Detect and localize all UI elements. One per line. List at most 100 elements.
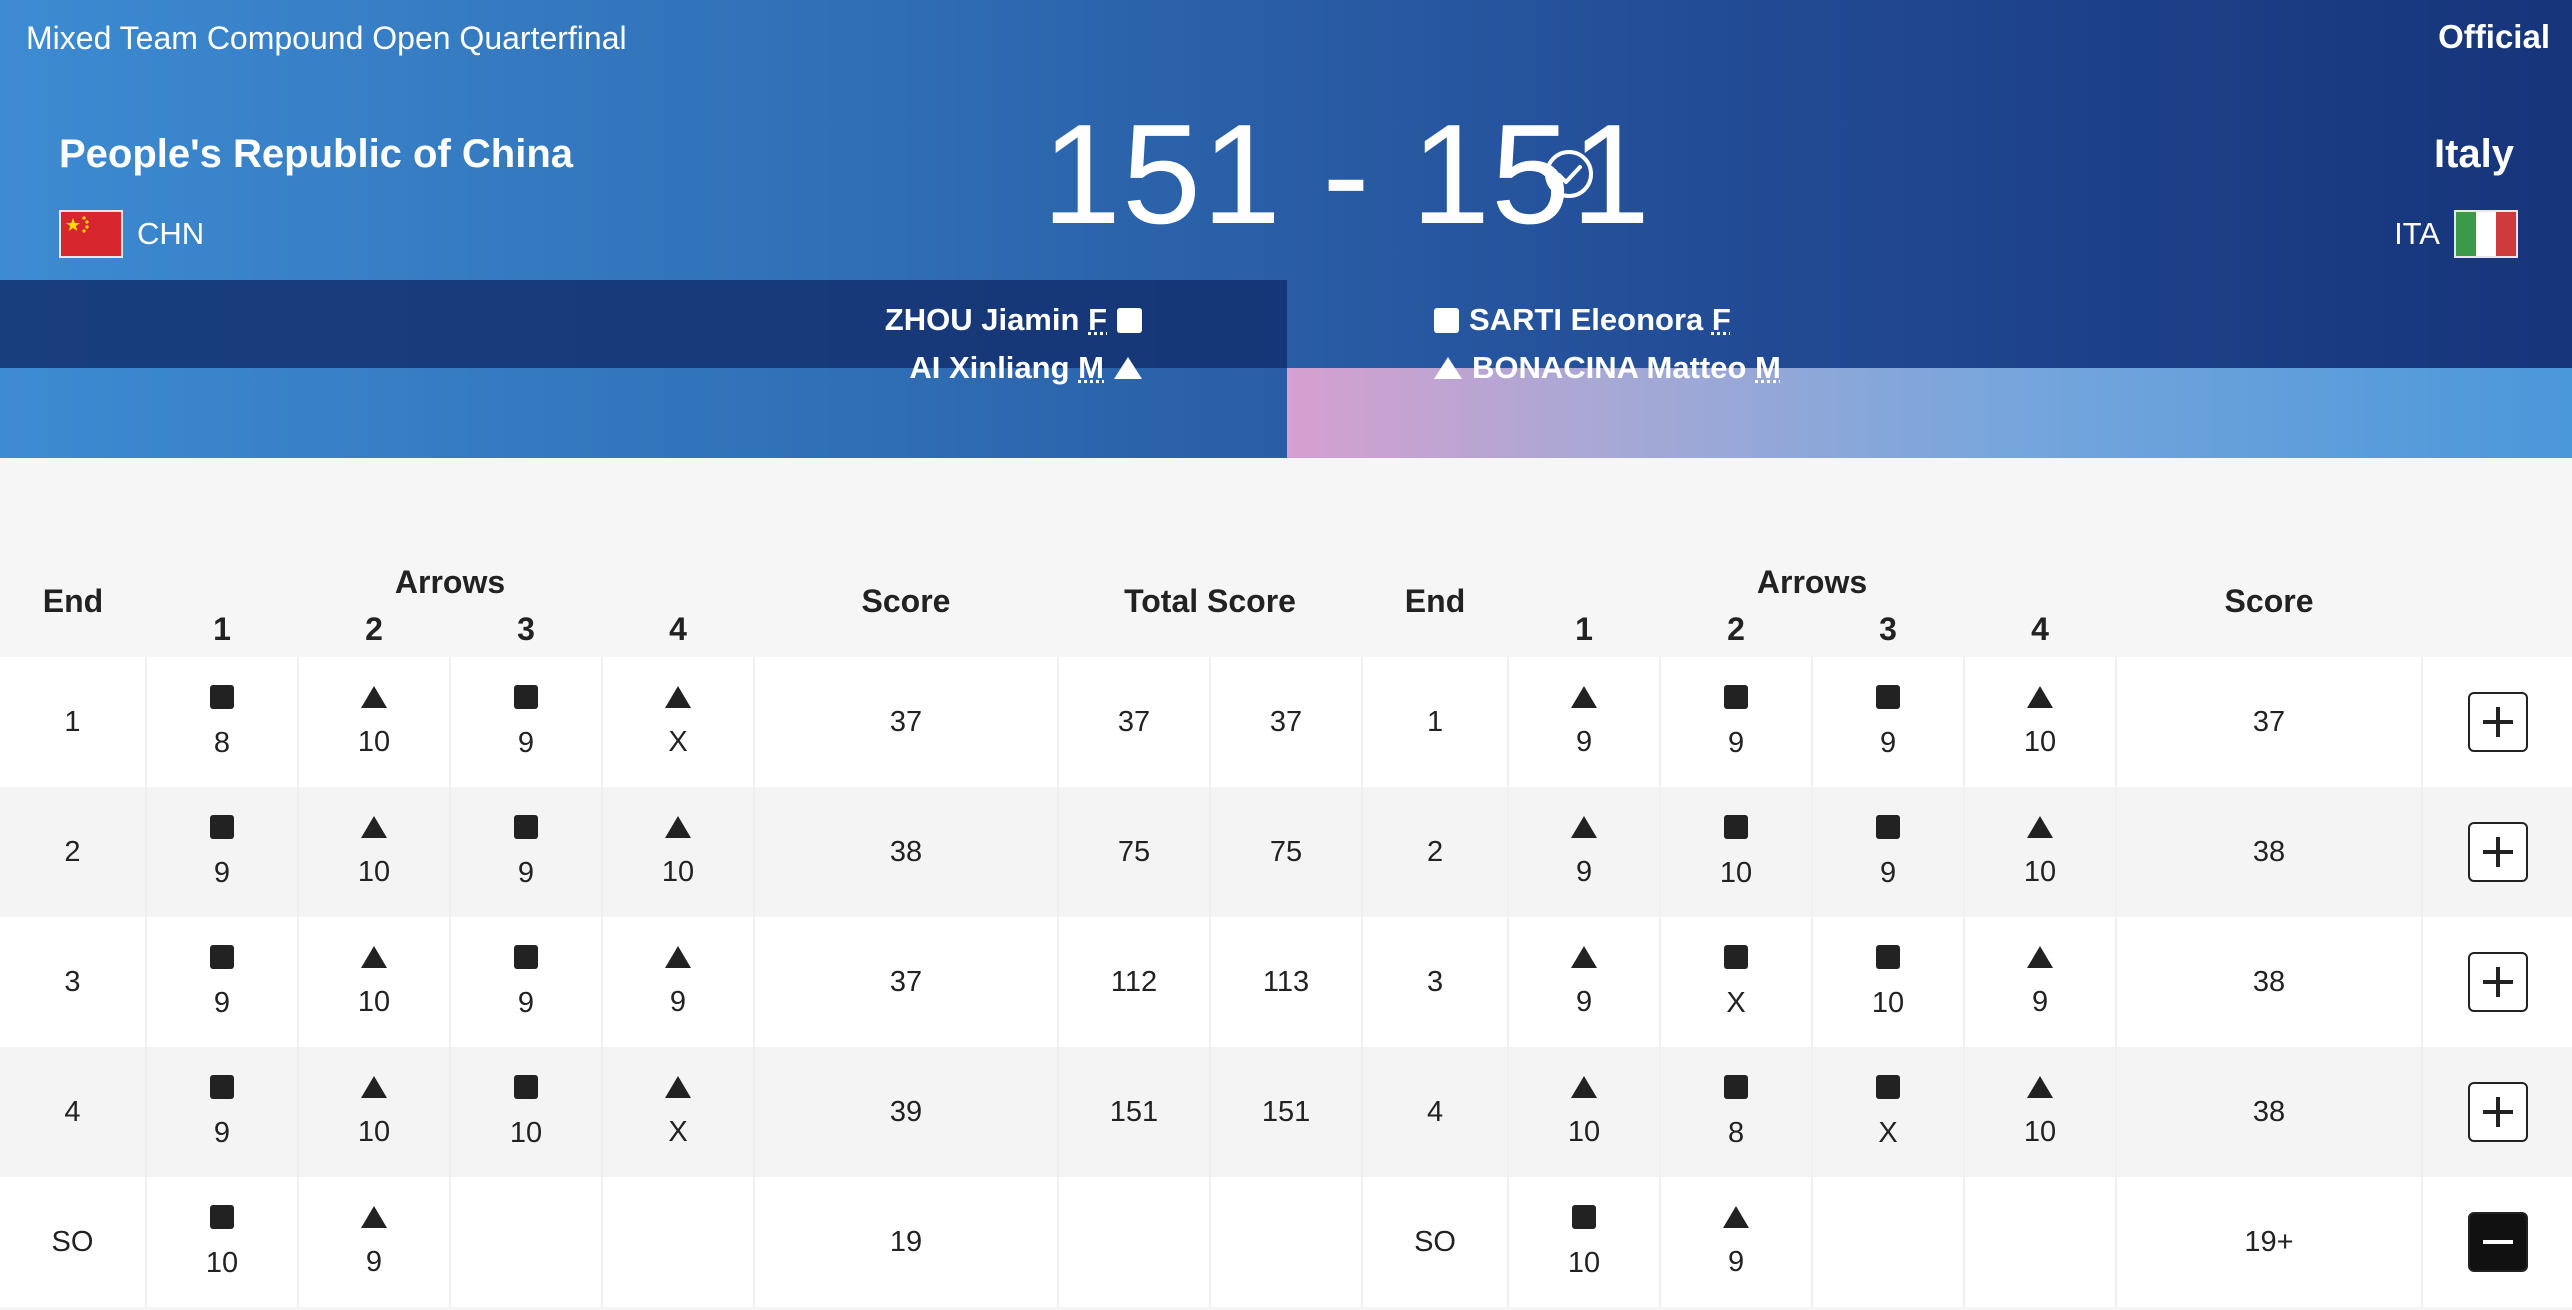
arrow-shot: 10 bbox=[1965, 685, 2115, 759]
expand-button[interactable] bbox=[2468, 692, 2529, 752]
arrow-value: 9 bbox=[1727, 1245, 1745, 1278]
end-cell-right-value: SO bbox=[1414, 1225, 1456, 1258]
score-cell-right-value: 38 bbox=[2252, 965, 2286, 998]
arrow-cell: 9 bbox=[1660, 657, 1814, 787]
event-title: Mixed Team Compound Open Quarterfinal bbox=[26, 20, 627, 56]
arrow-cell bbox=[602, 1177, 755, 1307]
arrow-shot: 9 bbox=[1661, 1205, 1811, 1279]
left-player-1-gender: F bbox=[1088, 302, 1107, 337]
square-marker-icon bbox=[1876, 944, 1901, 969]
end-header-left: End bbox=[42, 582, 104, 619]
expand-button[interactable] bbox=[2468, 822, 2529, 882]
square-marker-icon bbox=[210, 684, 234, 709]
table-row: 3 9 10 9 9 37 112 113 3 9 X 10 9 38 bbox=[0, 917, 2572, 1047]
arrow-value: 10 bbox=[1871, 986, 1905, 1019]
square-marker-icon bbox=[1876, 1074, 1901, 1099]
triangle-marker-icon bbox=[665, 1075, 691, 1098]
square-marker-icon bbox=[514, 814, 538, 839]
square-marker-icon bbox=[1724, 944, 1749, 969]
arrow-value: X bbox=[668, 725, 688, 758]
left-team-band bbox=[0, 280, 1287, 368]
arrow-number-header: 2 bbox=[365, 610, 383, 647]
total-cell-left: 112 bbox=[1058, 917, 1211, 1047]
arrow-value: 10 bbox=[1719, 856, 1753, 889]
total-cell-left: 75 bbox=[1058, 787, 1211, 917]
end-cell-right: 4 bbox=[1362, 1047, 1510, 1177]
check-circle-icon bbox=[1545, 150, 1593, 198]
italy-flag-icon bbox=[2454, 210, 2518, 258]
arrow-cell: 10 bbox=[146, 1177, 299, 1307]
arrow-shot: 9 bbox=[147, 944, 297, 1020]
right-team-band bbox=[1287, 368, 2572, 458]
arrow-shot: 10 bbox=[299, 1075, 449, 1149]
table-row: 1 8 10 9 X 37 37 37 1 9 9 9 10 37 bbox=[0, 657, 2572, 787]
right-player-1-gender: F bbox=[1711, 302, 1731, 337]
left-player-1: ZHOU Jiamin F bbox=[885, 302, 1142, 338]
square-marker-icon bbox=[514, 944, 538, 969]
triangle-marker-icon bbox=[361, 1075, 387, 1098]
arrow-shot: 9 bbox=[147, 814, 297, 890]
left-player-2-gender: M bbox=[1078, 350, 1104, 385]
arrow-cell: 10 bbox=[602, 787, 755, 917]
arrow-value: 10 bbox=[1567, 1246, 1601, 1279]
match-header: Mixed Team Compound Open Quarterfinal Of… bbox=[0, 0, 2572, 458]
square-marker-icon bbox=[210, 1204, 234, 1229]
triangle-marker-icon bbox=[361, 685, 387, 708]
square-marker-icon bbox=[1117, 307, 1142, 333]
square-marker-icon bbox=[1724, 814, 1749, 839]
arrow-value: 9 bbox=[213, 986, 231, 1019]
square-marker-icon bbox=[1876, 814, 1901, 839]
arrow-shot: X bbox=[603, 685, 753, 759]
arrow-shot: 9 bbox=[1509, 815, 1659, 889]
expand-button[interactable] bbox=[2468, 952, 2529, 1012]
arrow-value: 10 bbox=[2023, 725, 2057, 758]
arrow-number-header: 1 bbox=[213, 610, 231, 647]
arrow-cell: 9 bbox=[146, 1047, 299, 1177]
expand-button[interactable] bbox=[2468, 1082, 2529, 1142]
total-cell-right: 37 bbox=[1210, 657, 1364, 787]
arrow-value: 10 bbox=[509, 1116, 543, 1149]
score-cell-left-value: 19 bbox=[889, 1225, 923, 1258]
end-cell-right: 1 bbox=[1362, 657, 1510, 787]
square-marker-icon bbox=[514, 684, 538, 709]
end-cell-right-value: 4 bbox=[1426, 1095, 1444, 1128]
score-cell-left: 39 bbox=[754, 1047, 1059, 1177]
right-country: ITA bbox=[2394, 210, 2518, 258]
arrow-cell: 9 bbox=[1508, 787, 1662, 917]
arrow-cell: 10 bbox=[450, 1047, 603, 1177]
end-cell-left: 2 bbox=[0, 787, 147, 917]
arrow-number-header: 4 bbox=[669, 610, 687, 647]
total-cell-left bbox=[1058, 1177, 1211, 1307]
total-cell-left-value: 112 bbox=[1110, 965, 1158, 998]
arrow-number-header: 2 bbox=[1727, 610, 1745, 647]
arrow-value: X bbox=[668, 1115, 688, 1148]
triangle-marker-icon bbox=[1571, 945, 1598, 968]
score-cell-left-value: 37 bbox=[889, 705, 923, 738]
arrow-shot: 10 bbox=[1965, 815, 2115, 889]
arrow-value: 10 bbox=[2023, 855, 2057, 888]
score-cell-right: 38 bbox=[2116, 917, 2424, 1047]
arrow-value: 8 bbox=[213, 726, 231, 759]
triangle-marker-icon bbox=[1571, 1075, 1598, 1098]
arrow-shot: 10 bbox=[299, 685, 449, 759]
score-cell-left-value: 37 bbox=[889, 965, 923, 998]
arrow-number-header: 3 bbox=[1879, 610, 1897, 647]
total-cell-right-value: 37 bbox=[1269, 705, 1303, 738]
score-cell-left: 37 bbox=[754, 657, 1059, 787]
arrow-value: X bbox=[1726, 986, 1746, 1019]
table-row: 2 9 10 9 10 38 75 75 2 9 10 9 10 38 bbox=[0, 787, 2572, 917]
arrow-cell: 10 bbox=[1660, 787, 1814, 917]
total-cell-right bbox=[1210, 1177, 1364, 1307]
arrow-cell: 8 bbox=[146, 657, 299, 787]
collapse-button[interactable] bbox=[2468, 1212, 2529, 1272]
arrow-value: 8 bbox=[1727, 1116, 1745, 1149]
arrow-shot: 9 bbox=[603, 945, 753, 1019]
arrow-cell: X bbox=[1660, 917, 1814, 1047]
plus-icon bbox=[2483, 967, 2514, 997]
end-cell-left: SO bbox=[0, 1177, 147, 1307]
triangle-marker-icon bbox=[665, 945, 691, 968]
square-marker-icon bbox=[1876, 684, 1901, 709]
toggle-cell bbox=[2422, 1177, 2572, 1307]
triangle-marker-icon bbox=[1434, 357, 1462, 379]
square-marker-icon bbox=[1724, 684, 1749, 709]
